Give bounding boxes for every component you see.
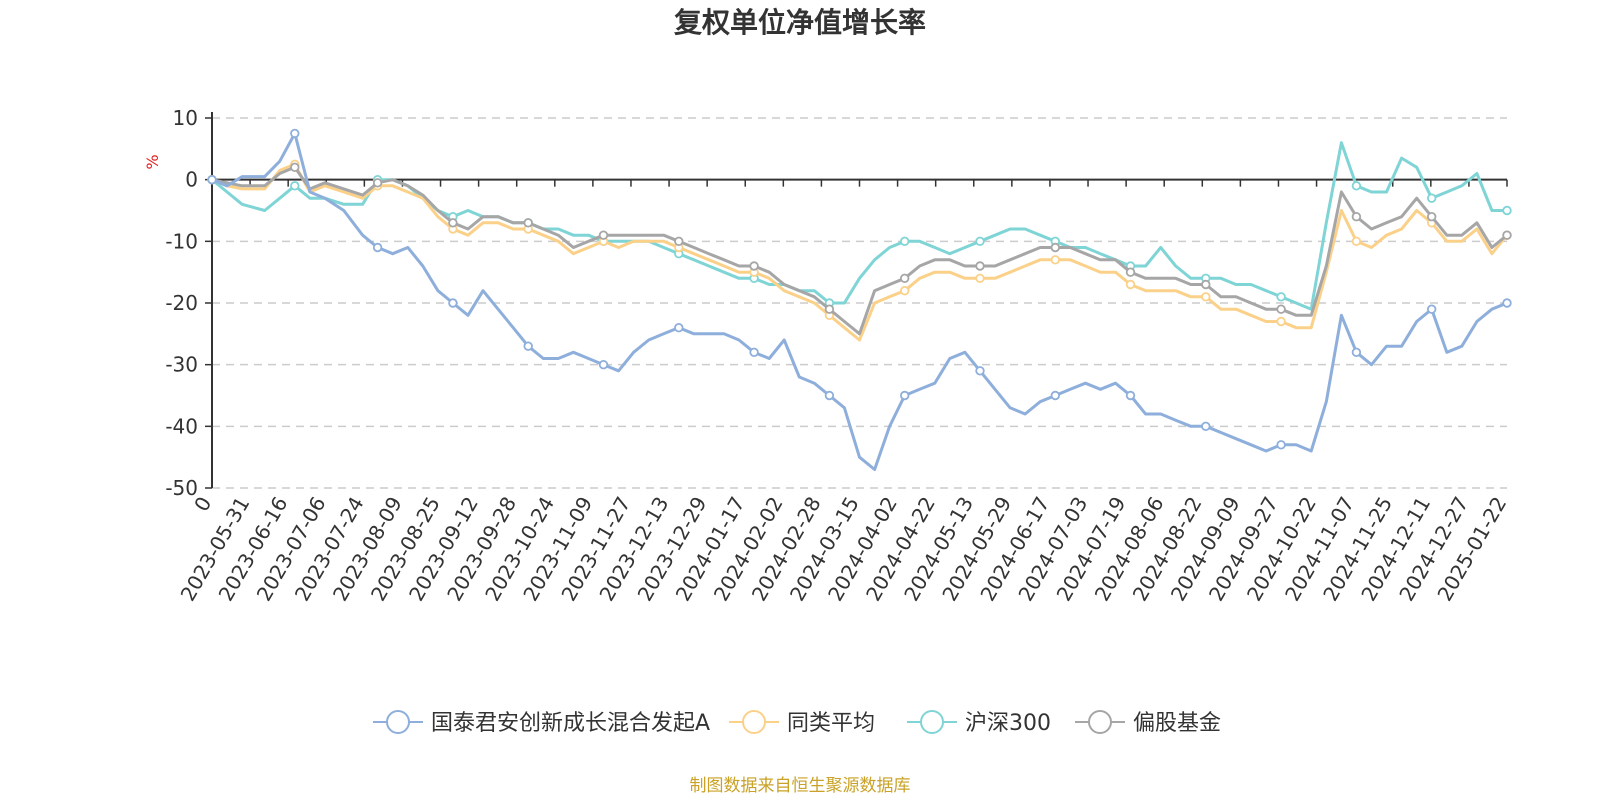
data-point bbox=[1125, 279, 1136, 290]
data-point bbox=[1276, 316, 1286, 327]
data-point bbox=[290, 181, 300, 191]
y-tick-label: -40 bbox=[165, 414, 198, 438]
data-point bbox=[1125, 390, 1136, 401]
series-line bbox=[211, 141, 1507, 311]
data-point bbox=[1502, 205, 1512, 216]
legend-marker bbox=[920, 710, 944, 734]
series-layer bbox=[207, 128, 1512, 471]
data-point bbox=[674, 323, 684, 333]
series-line bbox=[211, 162, 1509, 342]
y-axis-unit-label: % bbox=[143, 154, 162, 169]
data-point bbox=[290, 128, 300, 139]
data-point bbox=[372, 178, 383, 188]
data-point bbox=[1201, 292, 1211, 302]
chart-title: 复权单位净值增长率 bbox=[674, 6, 926, 39]
data-point bbox=[598, 360, 609, 370]
legend-label: 偏股基金 bbox=[1133, 711, 1221, 736]
x-tick-label: 0 bbox=[189, 493, 216, 516]
data-point bbox=[1050, 390, 1060, 401]
data-point bbox=[1276, 304, 1286, 314]
data-point bbox=[1426, 211, 1437, 222]
data-point bbox=[674, 236, 684, 246]
data-point bbox=[523, 341, 533, 351]
data-point bbox=[1050, 255, 1060, 265]
y-tick-label: -30 bbox=[165, 353, 198, 377]
data-point bbox=[523, 218, 533, 228]
data-point bbox=[824, 304, 835, 314]
data-point bbox=[1276, 292, 1286, 302]
data-point bbox=[900, 273, 910, 283]
data-point bbox=[448, 298, 458, 308]
data-point bbox=[975, 273, 985, 283]
y-axis-ticks: 10 0 -10 -20 -30 -40 -50 bbox=[165, 106, 212, 500]
data-point bbox=[824, 390, 835, 401]
legend-item[interactable]: 同类平均 bbox=[729, 710, 875, 736]
data-point bbox=[207, 174, 217, 185]
y-tick-label: -10 bbox=[165, 229, 198, 253]
data-point bbox=[1201, 279, 1211, 290]
data-point bbox=[900, 236, 910, 246]
data-point bbox=[975, 261, 985, 271]
data-point bbox=[1502, 298, 1512, 308]
data-point bbox=[598, 230, 609, 240]
y-tick-label: -20 bbox=[165, 291, 198, 315]
data-point bbox=[1426, 304, 1437, 314]
legend-item[interactable]: 国泰君安创新成长混合发起A bbox=[373, 710, 710, 736]
legend: 国泰君安创新成长混合发起A 同类平均 沪深300 偏股基金 bbox=[373, 710, 1221, 736]
legend-marker bbox=[386, 710, 410, 734]
legend-label: 同类平均 bbox=[787, 711, 875, 736]
data-point bbox=[1351, 236, 1362, 246]
data-point bbox=[749, 347, 759, 357]
series-0 bbox=[207, 128, 1512, 471]
data-point bbox=[1351, 181, 1362, 191]
data-point bbox=[1426, 193, 1437, 203]
legend-label: 国泰君安创新成长混合发起A bbox=[431, 711, 710, 736]
data-point bbox=[1050, 242, 1060, 253]
series-line bbox=[211, 131, 1508, 471]
source-note: 制图数据来自恒生聚源数据库 bbox=[690, 776, 911, 796]
data-point bbox=[1502, 230, 1512, 240]
y-tick-label: 0 bbox=[185, 168, 198, 192]
data-point bbox=[975, 236, 985, 246]
grid-lines bbox=[212, 117, 1507, 489]
data-point bbox=[290, 162, 300, 172]
legend-label: 沪深300 bbox=[965, 711, 1051, 736]
series-line bbox=[211, 165, 1508, 336]
legend-marker bbox=[742, 710, 766, 734]
data-point bbox=[900, 390, 910, 401]
data-point bbox=[749, 261, 759, 271]
data-point bbox=[448, 218, 458, 228]
data-point bbox=[372, 242, 383, 253]
legend-item[interactable]: 沪深300 bbox=[907, 710, 1051, 736]
legend-item[interactable]: 偏股基金 bbox=[1075, 710, 1221, 736]
legend-marker bbox=[1088, 710, 1112, 734]
data-point bbox=[1201, 421, 1211, 431]
data-point bbox=[1351, 347, 1362, 357]
data-point bbox=[1276, 440, 1286, 450]
data-point bbox=[900, 286, 910, 296]
data-point bbox=[1125, 267, 1136, 277]
series-3 bbox=[207, 162, 1512, 336]
series-2 bbox=[207, 141, 1512, 311]
y-tick-label: 10 bbox=[173, 106, 198, 130]
data-point bbox=[975, 366, 985, 376]
data-point bbox=[1351, 211, 1362, 222]
y-tick-label: -50 bbox=[165, 476, 198, 500]
